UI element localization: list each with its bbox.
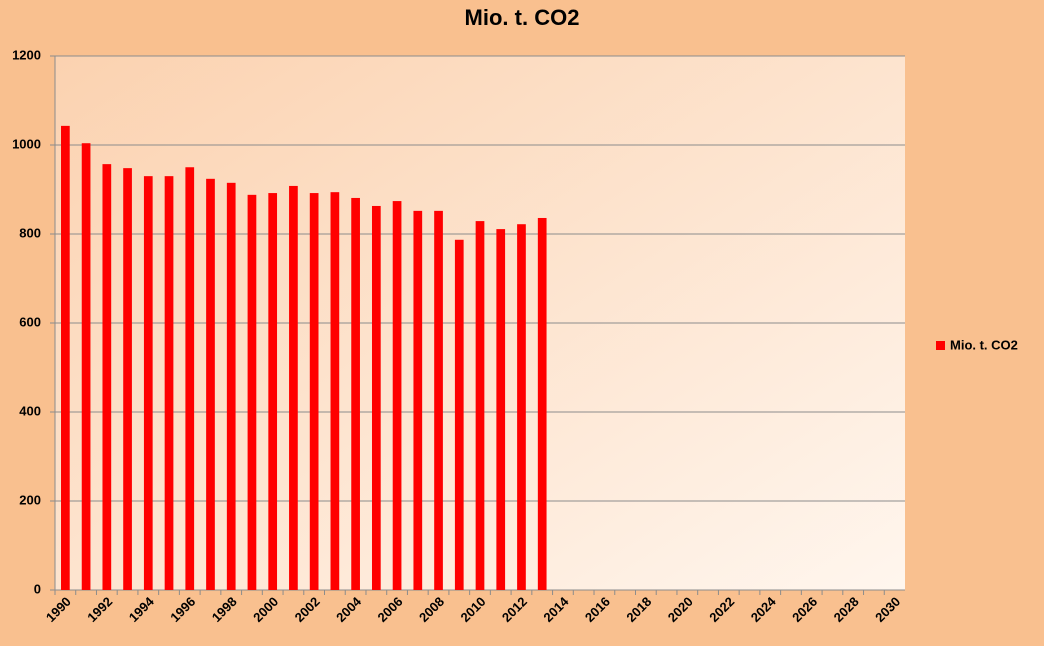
bar [330, 192, 340, 591]
chart-title: Mio. t. CO2 [465, 5, 580, 30]
bar [413, 210, 423, 591]
y-tick-label: 400 [19, 403, 41, 418]
bar [475, 221, 485, 590]
bar [61, 125, 70, 591]
bar [247, 194, 257, 590]
bar [143, 176, 153, 590]
bar [123, 168, 132, 590]
bar [185, 167, 195, 590]
bar [517, 224, 526, 590]
y-tick-label: 1200 [12, 47, 41, 62]
bar [268, 193, 278, 590]
y-tick-label: 600 [19, 314, 41, 329]
bar [81, 143, 91, 590]
bar [102, 164, 112, 590]
bar [537, 217, 547, 591]
y-tick-label: 0 [34, 581, 41, 596]
bar [371, 205, 381, 590]
y-tick-label: 800 [19, 225, 41, 240]
y-tick-label: 1000 [12, 136, 41, 151]
legend-swatch [936, 341, 945, 350]
bar [226, 182, 236, 590]
y-tick-label: 200 [19, 492, 41, 507]
bar [289, 185, 298, 590]
bar [309, 193, 319, 590]
bar [434, 210, 443, 591]
bar [454, 239, 464, 590]
bar [496, 229, 506, 591]
bar [206, 178, 215, 590]
legend-label: Mio. t. CO2 [950, 337, 1018, 352]
bar [351, 197, 360, 590]
bar [392, 201, 402, 590]
bar [164, 176, 174, 590]
